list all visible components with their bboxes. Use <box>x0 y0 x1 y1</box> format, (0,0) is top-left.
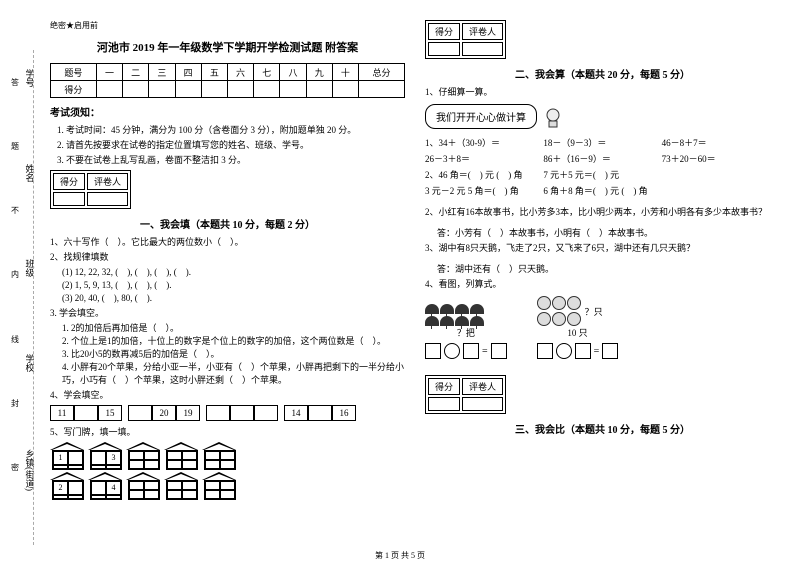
house-icon <box>202 442 236 468</box>
notice-item: 不要在试卷上乱写乱画，卷面不整洁扣 3 分。 <box>66 153 405 166</box>
umbrella-icon <box>425 304 439 314</box>
house-icon: 2 <box>50 472 84 498</box>
margin-dashed-line <box>33 50 35 545</box>
score-col-label: 题号 <box>51 64 97 81</box>
q2-2a: 答：小芳有（ ）本故事书，小明有（ ）本故事书。 <box>425 226 780 239</box>
section-2-title: 二、我会算（本题共 20 分，每题 5 分） <box>425 66 780 81</box>
umbrella-group: ？把 = <box>425 304 507 359</box>
house-icon: 1 <box>50 442 84 468</box>
q1-3c: 3. 比20小5的数再减5后的加倍是（ ）。 <box>50 347 405 360</box>
calc-row: 26－3＋8＝86＋（16－9）＝73＋20－60＝ <box>425 152 780 165</box>
q1-2c: (3) 20, 40, ( ), 80, ( ). <box>50 291 405 304</box>
house-row-1: 1 3 <box>50 442 405 468</box>
q1-2: 2、找规律填数 <box>50 250 405 263</box>
face-icon <box>537 296 551 310</box>
q2-2: 2、小红有16本故事书，比小芳多3本，比小明少两本，小芳和小明各有多少本故事书？ <box>425 205 780 218</box>
q1-2a: (1) 12, 22, 32, ( ), ( ), ( ), ( ). <box>50 265 405 278</box>
exam-title: 河池市 2019 年一年级数学下学期开学检测试题 附答案 <box>50 39 405 55</box>
left-column: 绝密★启用前 河池市 2019 年一年级数学下学期开学检测试题 附答案 题号 一… <box>40 20 415 535</box>
umbrella-icon <box>440 304 454 314</box>
q2-3: 3、湖中有8只天鹅，飞走了2只，又飞来了6只，湖中还有几只天鹅？ <box>425 241 780 254</box>
umbrella-icon <box>455 316 469 326</box>
face-group: ？只 10 只 = <box>537 296 619 359</box>
umbrella-icon <box>425 316 439 326</box>
face-icon <box>537 312 551 326</box>
umbrella-icon <box>455 304 469 314</box>
q1-1: 1、六十写作（ ）。它比最大的两位数小（ ）。 <box>50 235 405 248</box>
q1-3a: 1. 2的加倍后再加倍是（ ）。 <box>50 321 405 334</box>
house-icon <box>126 472 160 498</box>
house-icon: 3 <box>88 442 122 468</box>
calc-row: 2、46 角＝( ) 元 ( ) 角7 元＋5 元＝( ) 元 <box>425 168 780 181</box>
face-icon <box>567 296 581 310</box>
umbrella-label: ？把 <box>425 326 507 339</box>
umbrella-icon <box>440 316 454 326</box>
q1-3d: 4. 小胖有20个苹果，分给小亚一半，小亚有（ ）个苹果，小胖再把剩下的一半分给… <box>50 360 405 386</box>
umbrella-icon <box>470 316 484 326</box>
equation-boxes: = <box>537 343 619 359</box>
section-1-title: 一、我会填（本题共 10 分，每题 2 分） <box>50 216 405 231</box>
house-icon <box>164 472 198 498</box>
q1-3: 3. 学会填空。 <box>50 306 405 319</box>
calc-row: 1、34＋（30-9）＝18－（9－3）＝46－8＋7＝ <box>425 136 780 149</box>
q1-2b: (2) 1, 5, 9, 13, ( ), ( ), ( ). <box>50 278 405 291</box>
notice-title: 考试须知： <box>50 104 405 119</box>
equation-boxes: = <box>425 343 507 359</box>
face-icon <box>567 312 581 326</box>
house-row-2: 2 4 <box>50 472 405 498</box>
grader-box: 得分评卷人 <box>50 170 131 209</box>
notice-list: 考试时间：45 分钟，满分为 100 分（含卷面分 3 分），附加题单独 20 … <box>50 123 405 166</box>
house-icon <box>202 472 236 498</box>
q1-4-boxes: 11 15 20 19 14 16 <box>50 405 405 421</box>
q2-4: 4、看图，列算式。 <box>425 277 780 290</box>
page-footer: 第 1 页 共 5 页 <box>0 550 800 561</box>
umbrella-icon <box>470 304 484 314</box>
face-icon <box>552 296 566 310</box>
face-icon <box>552 312 566 326</box>
score-table: 题号 一 二 三 四 五 六 七 八 九 十 总分 得分 <box>50 63 405 98</box>
calc-row: 3 元－2 元 5 角＝( ) 角6 角＋8 角＝( ) 元 ( ) 角 <box>425 184 780 197</box>
pictograph-group: ？把 = ？只 10 只 = <box>425 296 780 359</box>
grader-box-2: 得分评卷人 <box>425 20 506 59</box>
binding-margin: 学号 姓名 班级 学校 乡镇(街道) <box>20 30 40 530</box>
notice-item: 请首先按要求在试卷的指定位置填写您的姓名、班级、学号。 <box>66 138 405 151</box>
q2-1: 1、仔细算一算。 <box>425 85 780 98</box>
section-3-title: 三、我会比（本题共 10 分，每题 5 分） <box>425 421 780 436</box>
house-icon <box>164 442 198 468</box>
face-total: 10 只 <box>537 326 619 339</box>
house-icon: 4 <box>88 472 122 498</box>
q2-3a: 答：湖中还有（ ）只天鹅。 <box>425 262 780 275</box>
girl-icon <box>541 105 571 129</box>
right-column: 得分评卷人 二、我会算（本题共 20 分，每题 5 分） 1、仔细算一算。 我们… <box>415 20 790 535</box>
grader-box-3: 得分评卷人 <box>425 375 506 414</box>
margin-inner: 答 题 不 内 线 封 密 <box>11 50 19 500</box>
notice-item: 考试时间：45 分钟，满分为 100 分（含卷面分 3 分），附加题单独 20 … <box>66 123 405 136</box>
house-icon <box>126 442 160 468</box>
secrecy-mark: 绝密★启用前 <box>50 20 405 31</box>
q1-4: 4、学会填空。 <box>50 388 405 401</box>
q1-3b: 2. 个位上是1的加倍，十位上的数字是个位上的数字的加倍，这个两位数是（ ）。 <box>50 334 405 347</box>
q1-5: 5、写门牌，填一填。 <box>50 425 405 438</box>
speech-bubble: 我们开开心心做计算 <box>425 104 537 129</box>
score-row-label: 得分 <box>51 81 97 98</box>
